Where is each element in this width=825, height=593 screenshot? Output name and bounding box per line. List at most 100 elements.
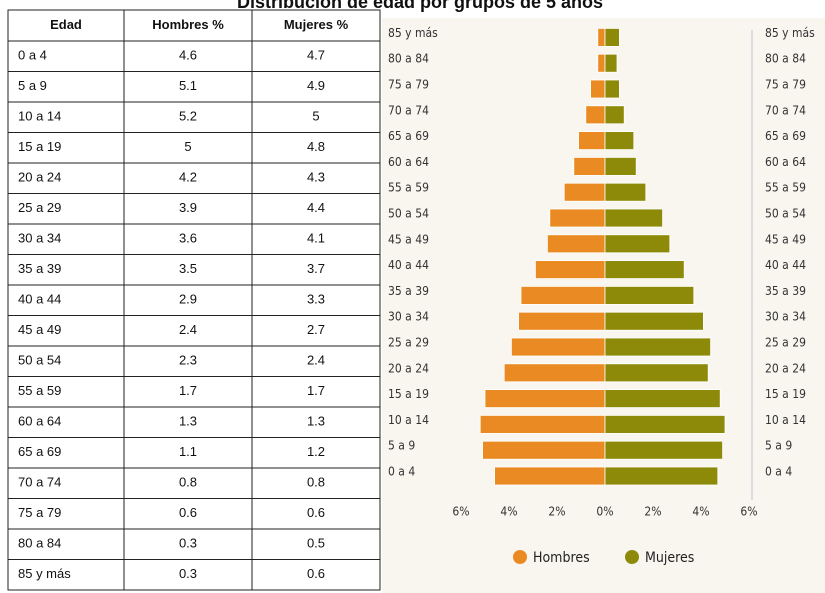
y-tick-label: 70 a 74 <box>388 103 429 117</box>
y-tick-label: 80 a 84 <box>388 52 429 66</box>
bar <box>563 182 606 202</box>
chart: 0 a 4 0 a 4 5 a 9 5 a 9 10 a 14 10 a 14 15 a 1… <box>388 26 815 566</box>
table-cell: 3.6 <box>179 231 197 246</box>
y-tick-label: 50 a 54 <box>765 207 806 221</box>
bar <box>535 260 606 280</box>
bar <box>604 363 709 383</box>
legend-label: Hombres <box>533 550 590 566</box>
table-cell: 0.8 <box>307 475 325 490</box>
table-cell: 0.6 <box>307 505 325 520</box>
table-cell: 1.3 <box>179 414 197 429</box>
y-tick-label: 20 a 24 <box>388 361 429 375</box>
y-tick-label: 30 a 34 <box>765 310 806 324</box>
bar <box>590 79 606 99</box>
table-cell: 0.5 <box>307 536 325 551</box>
table-cell: 0.3 <box>179 536 197 551</box>
y-tick-label: 40 a 44 <box>765 258 806 272</box>
x-tick-label: 0% <box>596 505 613 519</box>
x-tick-label: 4% <box>500 505 517 519</box>
table-cell: 4.9 <box>307 78 325 93</box>
y-tick-label: 20 a 24 <box>765 361 806 375</box>
bar <box>604 53 618 73</box>
bar <box>547 234 606 254</box>
bar <box>604 156 637 176</box>
bar <box>604 389 721 409</box>
table-cell: 0.6 <box>307 566 325 581</box>
bar <box>578 131 606 151</box>
x-tick-label: 6% <box>740 505 757 519</box>
table-cell: 4.3 <box>307 170 325 185</box>
bar <box>604 285 695 305</box>
table-cell: 2.4 <box>307 353 325 368</box>
y-tick-label: 15 a 19 <box>765 387 806 401</box>
table-cell: 35 a 39 <box>18 261 61 276</box>
bar <box>604 27 620 47</box>
x-tick-label: 2% <box>644 505 661 519</box>
bar <box>604 440 723 460</box>
table-cell: 5.1 <box>179 78 197 93</box>
table-cell: 60 a 64 <box>18 414 61 429</box>
table-cell: 3.3 <box>307 292 325 307</box>
table-cell: 0.6 <box>179 505 197 520</box>
table-cell: 3.9 <box>179 200 197 215</box>
y-tick-label: 15 a 19 <box>388 387 429 401</box>
table-cell: 10 a 14 <box>18 109 61 124</box>
bar <box>604 311 704 331</box>
chart-title: Distribución de edad por grupos de 5 año… <box>237 0 603 12</box>
table-cell: 1.3 <box>307 414 325 429</box>
table-cell: 75 a 79 <box>18 505 61 520</box>
table-cell: 0.8 <box>179 475 197 490</box>
legend-swatch <box>625 550 639 564</box>
table-cell: 5 <box>312 109 319 124</box>
y-tick-label: 85 y más <box>765 26 815 40</box>
y-tick-label: 45 a 49 <box>765 232 806 246</box>
table-cell: 5 a 9 <box>18 78 47 93</box>
bar <box>604 131 635 151</box>
y-tick-label: 40 a 44 <box>388 258 429 272</box>
table-cell: 80 a 84 <box>18 536 61 551</box>
table-cell: 1.7 <box>307 383 325 398</box>
table-cell: 30 a 34 <box>18 231 61 246</box>
bar <box>520 285 606 305</box>
y-tick-label: 85 y más <box>388 26 438 40</box>
table-cell: 0.3 <box>179 566 197 581</box>
bar <box>604 260 685 280</box>
table-cell: 4.4 <box>307 200 325 215</box>
table-header: Mujeres % <box>284 17 349 32</box>
y-tick-label: 75 a 79 <box>388 78 429 92</box>
table-cell: 4.1 <box>307 231 325 246</box>
table-cell: 2.9 <box>179 292 197 307</box>
table-cell: 20 a 24 <box>18 170 61 185</box>
table-cell: 5.2 <box>179 109 197 124</box>
legend-swatch <box>513 550 527 564</box>
bar <box>604 234 671 254</box>
table-cell: 1.2 <box>307 444 325 459</box>
y-tick-label: 0 a 4 <box>388 465 415 479</box>
y-tick-label: 0 a 4 <box>765 465 792 479</box>
bar <box>585 105 606 125</box>
y-tick-label: 30 a 34 <box>388 310 429 324</box>
y-tick-label: 50 a 54 <box>388 207 429 221</box>
y-tick-label: 45 a 49 <box>388 232 429 246</box>
table-cell: 5 <box>184 139 191 154</box>
bar <box>518 311 606 331</box>
y-tick-label: 65 a 69 <box>388 129 429 143</box>
table-cell: 70 a 74 <box>18 475 61 490</box>
table-cell: 65 a 69 <box>18 444 61 459</box>
y-tick-label: 10 a 14 <box>765 413 806 427</box>
table-header: Hombres % <box>152 17 224 32</box>
y-tick-label: 55 a 59 <box>388 181 429 195</box>
bar <box>604 208 663 228</box>
y-tick-label: 65 a 69 <box>765 129 806 143</box>
y-tick-label: 60 a 64 <box>765 155 806 169</box>
y-tick-label: 35 a 39 <box>388 284 429 298</box>
y-tick-label: 25 a 29 <box>388 336 429 350</box>
table-cell: 40 a 44 <box>18 292 61 307</box>
bar <box>503 363 606 383</box>
bar <box>604 466 719 486</box>
table-cell: 1.1 <box>179 444 197 459</box>
table-cell: 3.5 <box>179 261 197 276</box>
table-cell: 0 a 4 <box>18 48 47 63</box>
y-tick-label: 80 a 84 <box>765 52 806 66</box>
